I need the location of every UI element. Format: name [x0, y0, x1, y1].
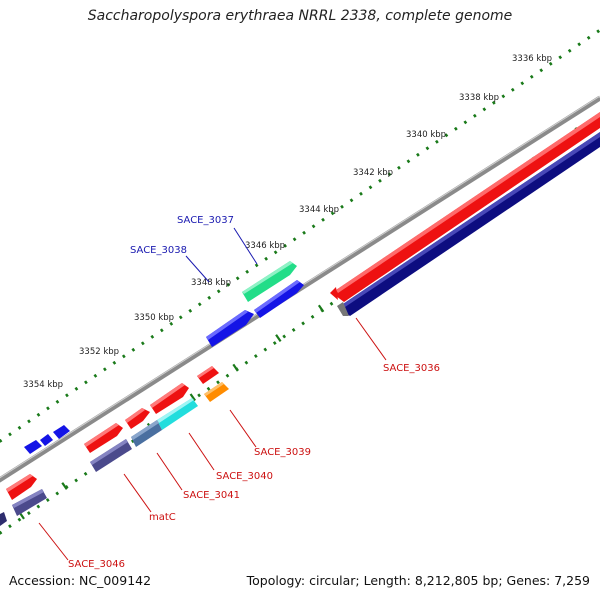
gene-blue-small-group[interactable]: [24, 425, 70, 454]
inner-track-dash: [189, 393, 196, 402]
inner-track-dash: [317, 304, 325, 313]
gene-label-sace-3036[interactable]: SACE_3036: [383, 363, 440, 374]
gene-sace-3037[interactable]: [242, 261, 297, 302]
gene-sace-3040[interactable]: [150, 383, 189, 414]
gene-sace-3039[interactable]: [197, 366, 219, 384]
tick-label: 3338 kbp: [459, 93, 499, 103]
gene-steel[interactable]: [131, 420, 162, 447]
tick-label: 3336 kbp: [512, 54, 552, 64]
gene-label-sace-3037[interactable]: SACE_3037: [177, 215, 234, 226]
tick-label: 3342 kbp: [353, 168, 393, 178]
gene-slate-1[interactable]: [90, 439, 132, 472]
tick-label: 3350 kbp: [134, 313, 174, 323]
inner-track-dash: [61, 482, 68, 490]
tick-label: 3352 kbp: [79, 347, 119, 357]
gene-label-sace-3040[interactable]: SACE_3040: [216, 471, 273, 482]
gene-sace-3038[interactable]: [254, 280, 304, 318]
gene-sace-3041[interactable]: [125, 408, 150, 429]
gene-slate-2[interactable]: [12, 489, 47, 516]
gene-label-matc[interactable]: matC: [149, 512, 176, 523]
tick-label: 3348 kbp: [191, 278, 231, 288]
outer-tick-track: [0, 28, 600, 443]
gene-label-sace-3038[interactable]: SACE_3038: [130, 245, 187, 256]
gene-sace-3046[interactable]: [6, 474, 37, 500]
gene-label-sace-3046[interactable]: SACE_3046: [68, 559, 125, 570]
gene-cyan[interactable]: [157, 398, 198, 430]
tick-label: 3344 kbp: [299, 205, 339, 215]
gene-labels: SACE_3037 SACE_3038 SACE_3036 SACE_3039 SACE…: [68, 215, 440, 570]
gene-label-sace-3041[interactable]: SACE_3041: [183, 490, 240, 501]
gene-slate-3[interactable]: [0, 512, 7, 526]
tick-label: 3354 kbp: [23, 380, 63, 390]
gene-label-sace-3039[interactable]: SACE_3039: [254, 447, 311, 458]
map-title: Saccharopolyspora erythraea NRRL 2338, c…: [87, 8, 513, 24]
forward-cds-band: [330, 112, 600, 302]
gene-orange[interactable]: [204, 382, 229, 402]
genome-backbone: [0, 95, 600, 483]
gene-matc[interactable]: [84, 423, 123, 453]
tick-label: 3346 kbp: [245, 241, 285, 251]
gene-blue-3350[interactable]: [206, 310, 254, 347]
tick-label: 3340 kbp: [406, 130, 446, 140]
genome-summary: Topology: circular; Length: 8,212,805 bp…: [246, 573, 590, 588]
reverse-cds-band: [337, 132, 600, 316]
inner-track-dash: [232, 363, 239, 372]
label-leader-lines: [38, 227, 387, 561]
accession-label: Accession: NC_009142: [9, 573, 152, 588]
inner-track-dash: [275, 334, 282, 343]
tick-labels: 3336 kbp 3338 kbp 3340 kbp 3342 kbp 3344 kbp…: [23, 54, 552, 390]
